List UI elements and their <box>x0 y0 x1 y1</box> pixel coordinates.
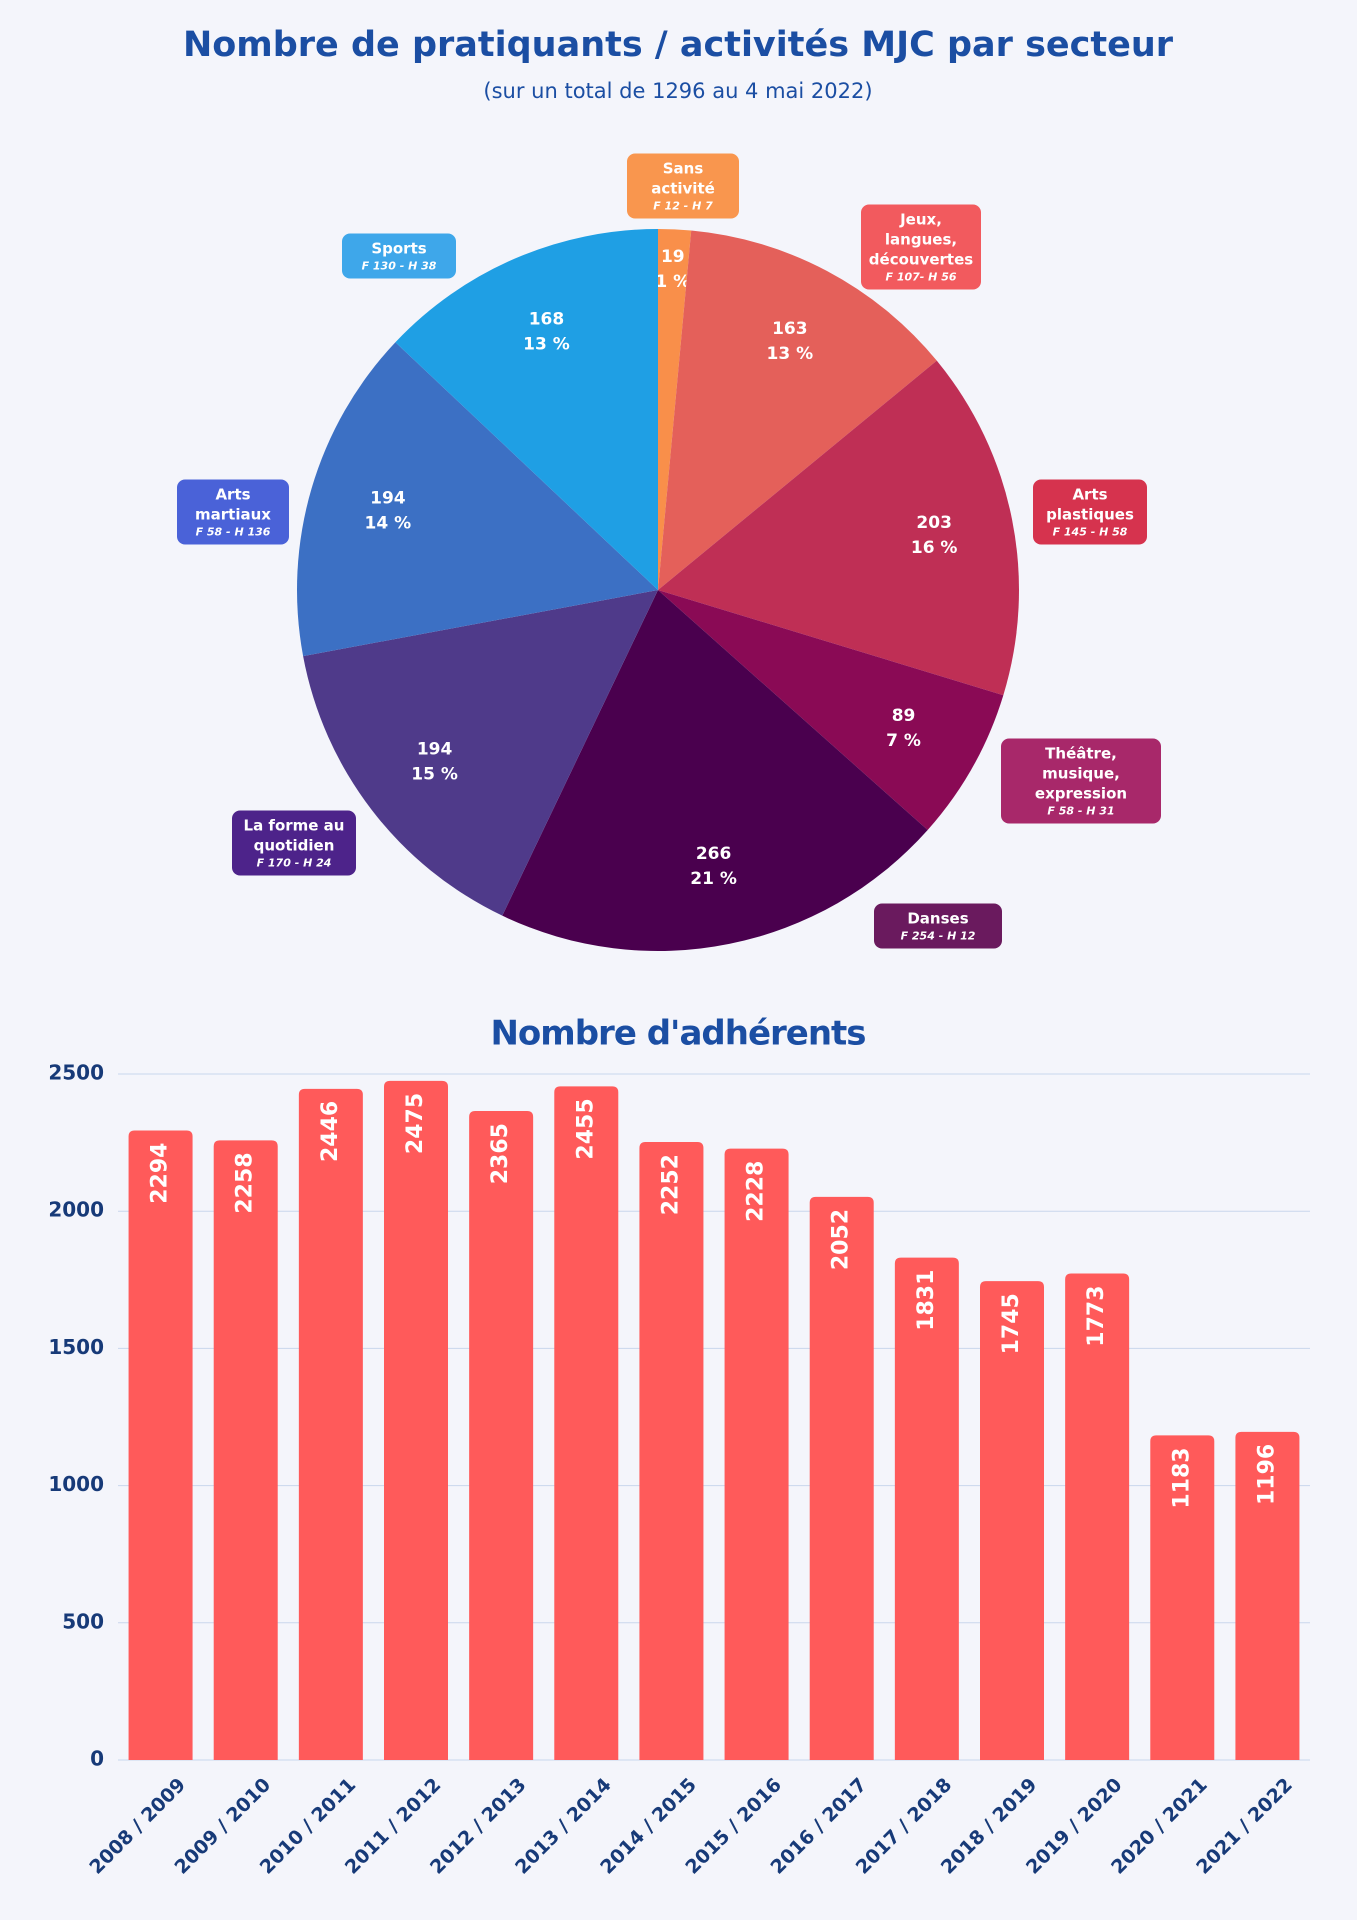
slice-label: La forme au quotidien <box>243 816 345 855</box>
pie-subtitle: (sur un total de 1296 au 4 mai 2022) <box>483 79 872 103</box>
bar <box>128 1130 193 1760</box>
slice-percent: 15 % <box>411 764 458 784</box>
slice-label: Sans activité <box>651 159 715 198</box>
pie-slice <box>303 590 658 916</box>
slice-detail: F 12 - H 7 <box>653 199 713 213</box>
bar-value-label: 2475 <box>403 1093 428 1154</box>
pie-slice <box>395 229 658 590</box>
bar <box>213 1140 278 1760</box>
bar <box>724 1148 789 1760</box>
y-tick-label: 1500 <box>48 1335 104 1359</box>
y-tick-label: 1000 <box>48 1472 104 1496</box>
bar-value-label: 1745 <box>999 1293 1024 1354</box>
slice-label: Arts martiaux <box>195 485 271 524</box>
slice-label-box: Théâtre, musique, expression F 58 - H 31 <box>1001 738 1161 824</box>
bar-value-label: 2294 <box>148 1143 173 1204</box>
bar-value-label: 2446 <box>318 1101 343 1162</box>
bar <box>298 1088 363 1760</box>
slice-percent: 16 % <box>911 538 958 558</box>
slice-detail: F 58 - H 136 <box>195 525 271 539</box>
bar <box>639 1142 704 1760</box>
slice-percent: 1 % <box>655 272 690 292</box>
bar-title: Nombre d'adhérents <box>490 1014 865 1054</box>
bar-value-label: 2228 <box>744 1161 769 1222</box>
y-tick-label: 0 <box>90 1747 104 1771</box>
slice-value: 203 <box>916 513 952 533</box>
y-tick-label: 2500 <box>48 1061 104 1085</box>
bar-value-label: 2365 <box>488 1123 513 1184</box>
bar-value-label: 2252 <box>658 1154 683 1215</box>
slice-detail: F 58 - H 31 <box>1047 804 1115 818</box>
pie-slice <box>502 590 928 951</box>
slice-label: Jeux, langues, découvertes <box>868 210 974 269</box>
bar <box>384 1080 448 1760</box>
bar-value-label: 2052 <box>829 1209 854 1270</box>
slice-label-box: Sans activité F 12 - H 7 <box>627 153 739 219</box>
slice-label: Sports <box>371 239 427 258</box>
bar-value-label: 1196 <box>1254 1444 1279 1505</box>
slice-value: 163 <box>772 319 808 339</box>
y-tick-label: 500 <box>62 1609 104 1633</box>
pie-title: Nombre de pratiquants / activités MJC pa… <box>183 25 1174 65</box>
slice-detail: F 130 - H 38 <box>361 259 437 273</box>
pie-slice <box>658 590 1004 830</box>
slice-label-box: Arts plastiques F 145 - H 58 <box>1033 479 1147 545</box>
bar <box>980 1281 1044 1760</box>
slice-label: Théâtre, musique, expression <box>1034 744 1128 803</box>
slice-label-box: Sports F 130 - H 38 <box>342 233 456 279</box>
slice-value: 194 <box>417 739 453 759</box>
slice-detail: F 107- H 56 <box>885 270 957 284</box>
bar <box>809 1196 874 1760</box>
bar-value-label: 2455 <box>573 1098 598 1159</box>
y-tick-label: 2000 <box>48 1198 104 1222</box>
slice-percent: 13 % <box>767 344 814 364</box>
slice-value: 168 <box>529 309 565 329</box>
slice-percent: 21 % <box>690 869 737 889</box>
bar <box>894 1257 959 1760</box>
bar <box>1235 1431 1300 1760</box>
slice-detail: F 170 - H 24 <box>256 856 332 870</box>
slice-label: Danses <box>907 909 969 928</box>
slice-value: 266 <box>696 844 732 864</box>
slice-percent: 13 % <box>523 334 570 354</box>
slice-label-box: Arts martiaux F 58 - H 136 <box>177 479 289 545</box>
bar <box>469 1111 534 1760</box>
pie-slice <box>658 229 692 590</box>
bar <box>1150 1435 1215 1760</box>
slice-detail: F 254 - H 12 <box>900 929 976 943</box>
slice-label-box: Jeux, langues, découvertes F 107- H 56 <box>861 204 981 290</box>
bar-value-label: 2258 <box>233 1152 258 1213</box>
bar <box>1065 1273 1130 1760</box>
slice-percent: 14 % <box>365 514 412 534</box>
slice-label-box: La forme au quotidien F 170 - H 24 <box>232 810 356 876</box>
slice-value: 89 <box>892 706 916 726</box>
pie-slice <box>297 342 658 657</box>
slice-detail: F 145 - H 58 <box>1052 525 1128 539</box>
slice-value: 194 <box>370 489 406 509</box>
bar <box>554 1086 619 1760</box>
slice-label: Arts plastiques <box>1046 485 1134 524</box>
bar-value-label: 1773 <box>1084 1285 1109 1346</box>
slice-value: 19 <box>661 247 685 267</box>
slice-percent: 7 % <box>886 731 921 751</box>
slice-label-box: Danses F 254 - H 12 <box>874 903 1002 949</box>
pie-slice <box>658 230 937 591</box>
pie-slice <box>658 360 1019 696</box>
bar-value-label: 1831 <box>914 1270 939 1331</box>
bar-value-label: 1183 <box>1169 1447 1194 1508</box>
